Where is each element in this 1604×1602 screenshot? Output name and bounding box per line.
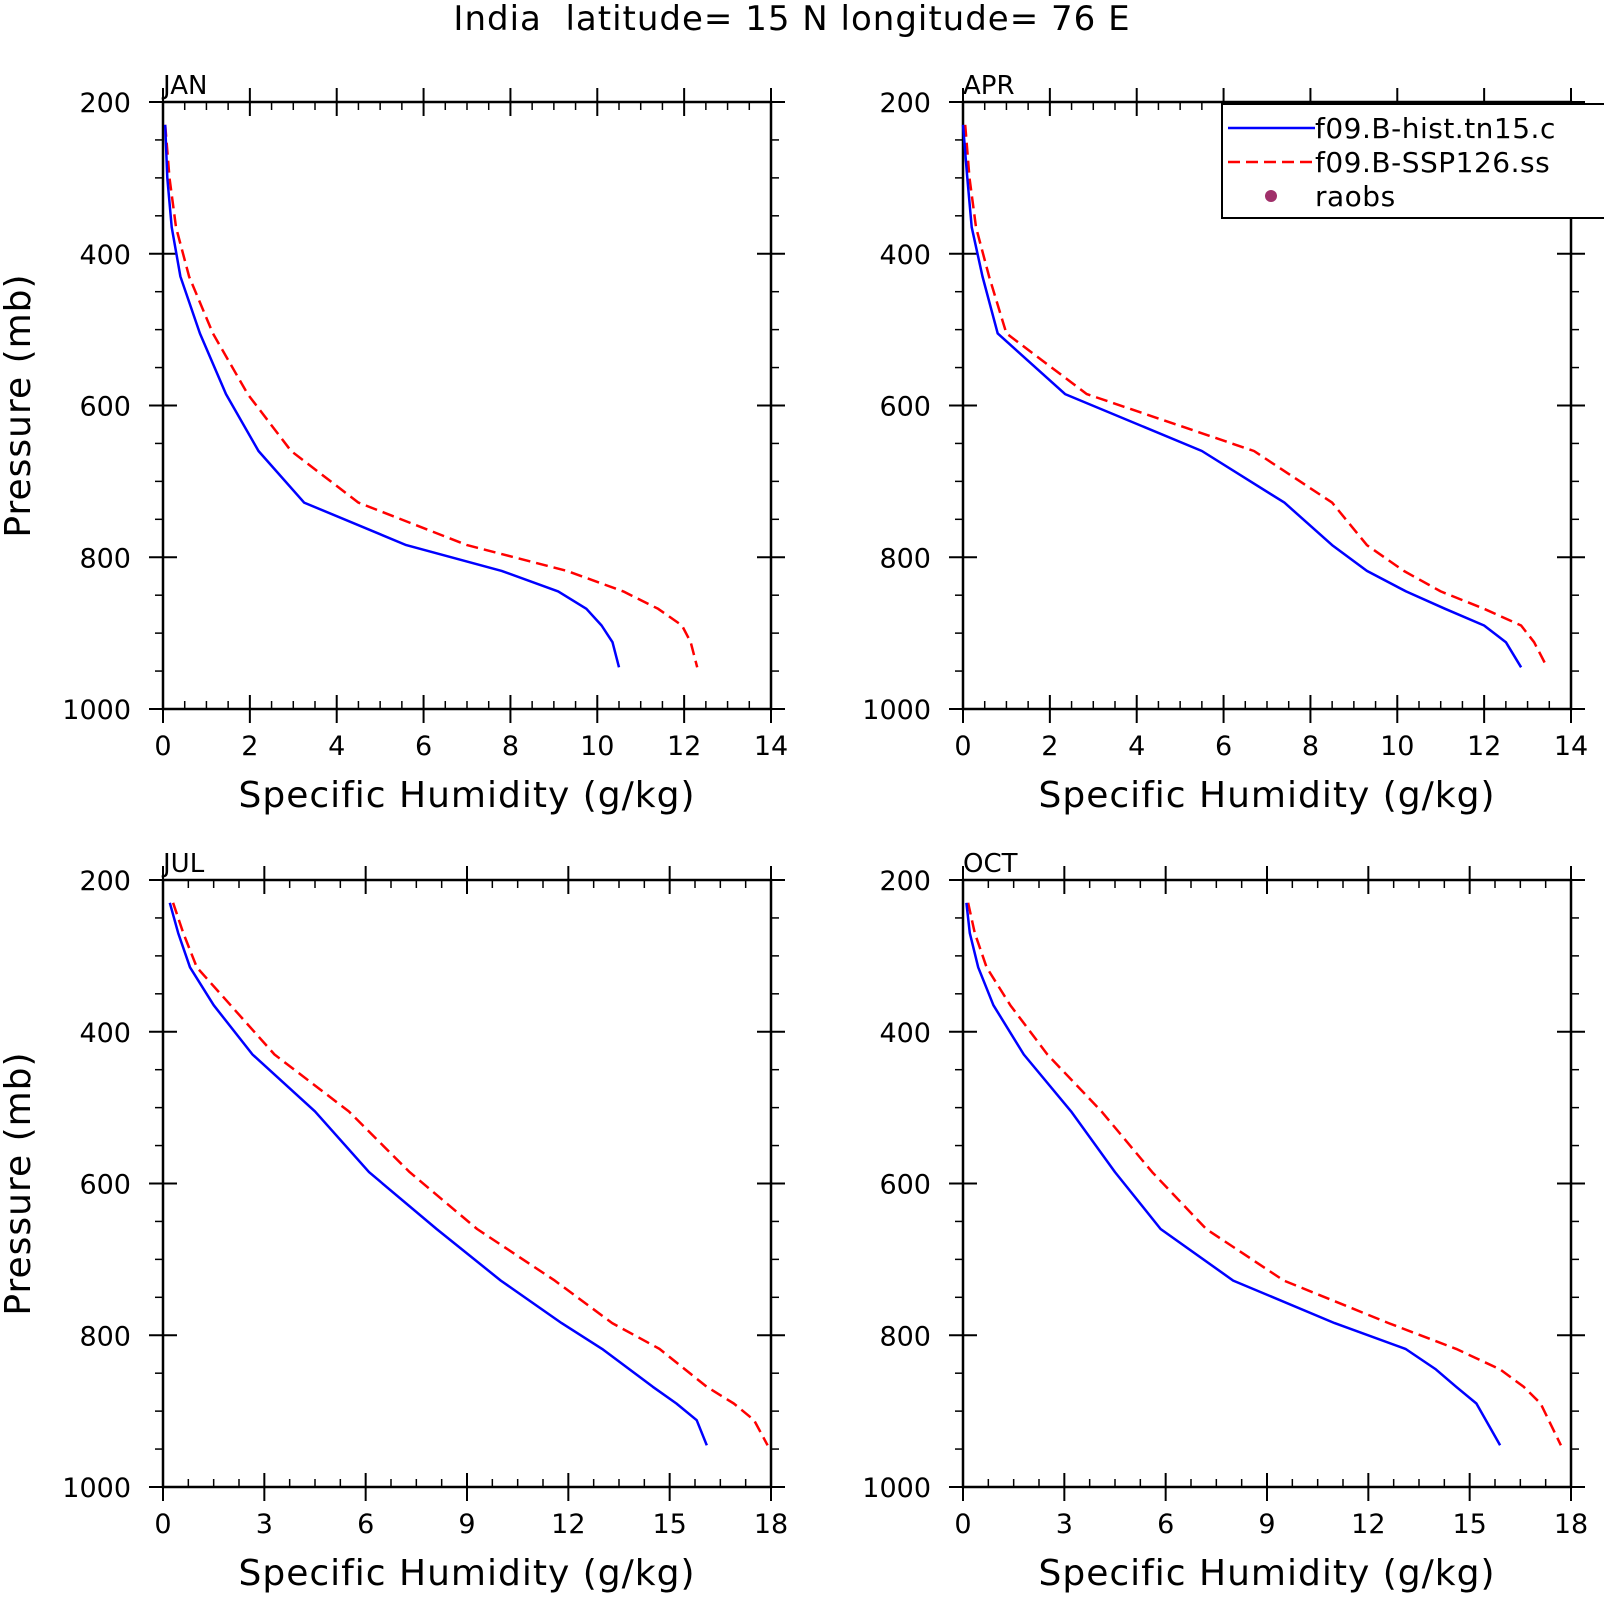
main-title: India latitude= 15 N longitude= 76 E — [453, 0, 1130, 39]
y-tick-label: 1000 — [62, 695, 131, 726]
series-line-hist — [965, 902, 1502, 1446]
y-tick-label: 800 — [879, 1321, 931, 1352]
x-tick-label: 0 — [154, 1509, 171, 1540]
panel-oct: OCT 0 3 6 9 12 15 18 200 400 600 800 1000 Specific Hu… — [862, 849, 1588, 1594]
panel-label: APR — [963, 71, 1015, 101]
legend-label-hist: f09.B-hist.tn15.c — [1315, 112, 1556, 145]
x-tick-label: 12 — [667, 731, 701, 762]
y-tick-label: 200 — [79, 88, 131, 119]
x-tick-label: 12 — [1351, 1509, 1385, 1540]
x-axis-title: Specific Humidity (g/kg) — [238, 775, 695, 816]
y-tick-label: 800 — [79, 1321, 131, 1352]
y-tick-label: 1000 — [862, 1473, 931, 1504]
x-tick-label: 12 — [1467, 731, 1501, 762]
x-tick-label: 8 — [1302, 731, 1319, 762]
plot-frame — [161, 100, 773, 711]
x-tick-label: 4 — [328, 731, 345, 762]
panel-label: JUL — [161, 849, 205, 879]
y-tick-label: 400 — [879, 240, 931, 271]
plot-frame — [161, 878, 773, 1489]
x-tick-label: 10 — [1380, 731, 1414, 762]
x-tick-label: 0 — [154, 731, 171, 762]
x-tick-label: 4 — [1128, 731, 1145, 762]
plot-frame — [961, 878, 1573, 1489]
legend-label-raobs: raobs — [1315, 180, 1396, 213]
x-tick-label: 0 — [954, 731, 971, 762]
series-line-hist — [961, 124, 1523, 668]
y-tick-label: 600 — [79, 392, 131, 423]
series-line-ssp126 — [171, 902, 769, 1446]
series-line-ssp126 — [163, 124, 699, 668]
panel-apr: APR 0 2 4 6 8 10 12 14 200 400 600 800 1000 Specific H… — [862, 71, 1588, 816]
x-tick-label: 0 — [954, 1509, 971, 1540]
x-tick-label: 15 — [652, 1509, 686, 1540]
x-tick-label: 18 — [754, 1509, 788, 1540]
x-tick-label: 3 — [1056, 1509, 1073, 1540]
legend-label-ssp: f09.B-SSP126.ss — [1315, 146, 1550, 179]
y-tick-label: 600 — [879, 392, 931, 423]
y-tick-label: 800 — [79, 543, 131, 574]
series-line-ssp126 — [966, 902, 1563, 1446]
series-line-hist — [168, 902, 708, 1446]
y-tick-label: 200 — [79, 866, 131, 897]
y-axis-title: Pressure (mb) — [0, 273, 39, 537]
x-axis-title: Specific Humidity (g/kg) — [1038, 1553, 1495, 1594]
y-tick-label: 600 — [879, 1170, 931, 1201]
x-tick-label: 14 — [754, 731, 788, 762]
x-tick-label: 6 — [1215, 731, 1232, 762]
x-tick-label: 6 — [415, 731, 432, 762]
x-tick-label: 6 — [1157, 1509, 1174, 1540]
y-tick-label: 600 — [79, 1170, 131, 1201]
x-tick-label: 8 — [502, 731, 519, 762]
legend-swatch-raobs — [1265, 190, 1277, 202]
x-tick-label: 2 — [241, 731, 258, 762]
y-tick-label: 400 — [79, 1018, 131, 1049]
y-tick-label: 800 — [879, 543, 931, 574]
panel-label: JAN — [161, 71, 207, 101]
y-tick-label: 200 — [879, 866, 931, 897]
x-tick-label: 12 — [551, 1509, 585, 1540]
x-tick-label: 3 — [256, 1509, 273, 1540]
y-tick-label: 400 — [879, 1018, 931, 1049]
x-tick-label: 9 — [458, 1509, 475, 1540]
series-line-hist — [163, 124, 621, 668]
y-tick-label: 1000 — [62, 1473, 131, 1504]
x-axis-title: Specific Humidity (g/kg) — [1038, 775, 1495, 816]
y-tick-label: 200 — [879, 88, 931, 119]
series-line-ssp126 — [963, 124, 1549, 668]
y-tick-label: 1000 — [862, 695, 931, 726]
y-tick-label: 400 — [79, 240, 131, 271]
x-tick-label: 10 — [580, 731, 614, 762]
x-tick-label: 2 — [1041, 731, 1058, 762]
x-tick-label: 18 — [1554, 1509, 1588, 1540]
x-tick-label: 14 — [1554, 731, 1588, 762]
x-tick-label: 15 — [1452, 1509, 1486, 1540]
panel-jul: JUL 0 3 6 9 12 15 18 200 400 600 800 1000 Specific Hu… — [0, 849, 788, 1594]
x-tick-label: 9 — [1258, 1509, 1275, 1540]
x-axis-title: Specific Humidity (g/kg) — [238, 1553, 695, 1594]
y-axis-title: Pressure (mb) — [0, 1051, 39, 1315]
panel-jan: JAN 0 2 4 6 8 10 12 14 200 400 600 800 1000 Specific H… — [0, 71, 788, 816]
x-tick-label: 6 — [357, 1509, 374, 1540]
panel-label: OCT — [963, 849, 1018, 879]
legend: f09.B-hist.tn15.c f09.B-SSP126.ss raobs — [1221, 103, 1604, 219]
